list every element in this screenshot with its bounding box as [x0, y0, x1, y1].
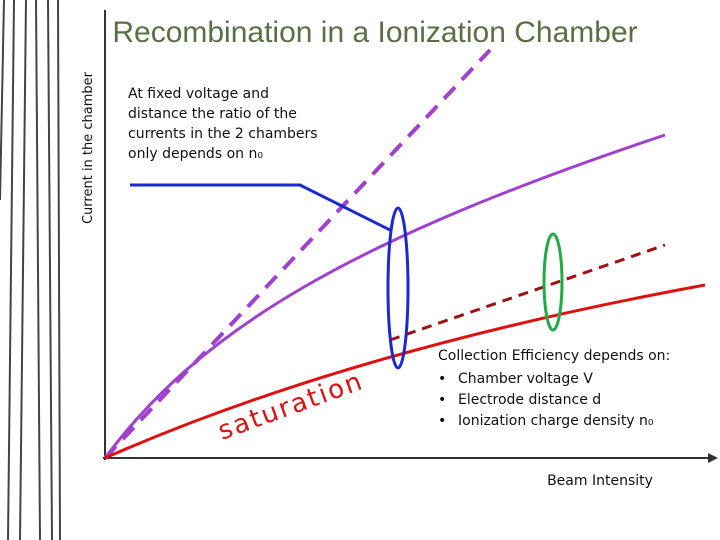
decorative-stripes: [0, 0, 61, 540]
y-axis-label: Current in the chamber: [81, 71, 96, 224]
efficiency-item: Electrode distance d: [458, 392, 601, 408]
bullet: •: [438, 413, 446, 429]
red-extrapolation: [389, 243, 666, 342]
annotation-line: currents in the 2 chambers: [128, 126, 318, 142]
x-axis-label: Beam Intensity: [547, 473, 653, 489]
efficiency-list: Collection Efficiency depends on: • Cham…: [438, 348, 670, 429]
linear-extrapolation: [103, 48, 492, 460]
red-curve: [104, 283, 706, 460]
efficiency-item: Chamber voltage V: [458, 371, 593, 387]
annotation: At fixed voltage and distance the ratio …: [128, 86, 318, 162]
green-ellipse: [542, 232, 564, 332]
annotation-line: At fixed voltage and: [128, 86, 269, 102]
annotation-pointer: [130, 183, 391, 232]
blue-ellipse: [386, 206, 410, 370]
annotation-line: distance the ratio of the: [128, 106, 297, 122]
annotation-line: only depends on n₀: [128, 146, 263, 162]
efficiency-item: Ionization charge density n₀: [458, 413, 654, 429]
purple-curve: [103, 133, 666, 459]
x-axis-arrow: [708, 453, 718, 463]
bullet: •: [438, 392, 446, 408]
efficiency-heading: Collection Efficiency depends on:: [438, 348, 670, 364]
bullet: •: [438, 371, 446, 387]
title: Recombination in a Ionization Chamber: [112, 16, 637, 49]
